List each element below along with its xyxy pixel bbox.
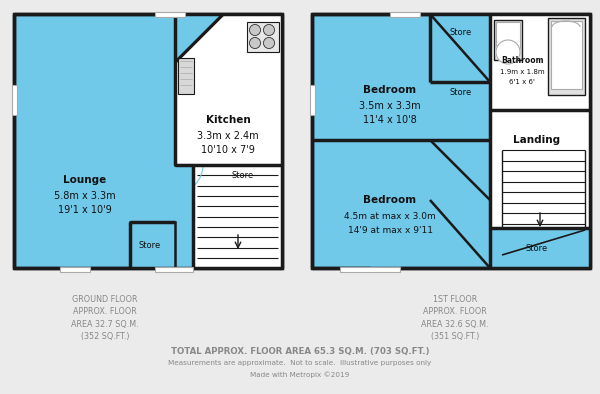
Bar [193,165,282,268]
Text: Store: Store [450,28,472,37]
Text: Measurements are approximate.  Not to scale.  Illustrative purposes only: Measurements are approximate. Not to sca… [169,360,431,366]
Bar [494,20,522,60]
Circle shape [263,37,275,48]
Text: 19'1 x 10'9: 19'1 x 10'9 [58,205,112,215]
Text: 6'1 x 6': 6'1 x 6' [509,79,535,85]
Polygon shape [130,222,175,268]
Text: 5.8m x 3.3m: 5.8m x 3.3m [54,191,116,201]
Bar [12,85,17,115]
Text: Bedroom: Bedroom [364,195,416,205]
Text: Store: Store [526,243,548,253]
Bar [548,18,585,95]
Text: 11'4 x 10'8: 11'4 x 10'8 [363,115,417,125]
Text: Bedroom: Bedroom [364,85,416,95]
Bar [155,267,193,272]
Text: GROUND FLOOR
APPROX. FLOOR
AREA 32.7 SQ.M.
(352 SQ.FT.): GROUND FLOOR APPROX. FLOOR AREA 32.7 SQ.… [71,295,139,342]
Bar [60,267,90,272]
Text: Store: Store [450,87,472,97]
Text: 3.5m x 3.3m: 3.5m x 3.3m [359,101,421,111]
Circle shape [250,37,260,48]
Bar [551,21,582,89]
Bar [175,14,282,165]
Bar [247,22,279,52]
Bar [490,228,590,268]
Text: TOTAL APPROX. FLOOR AREA 65.3 SQ.M. (703 SQ.FT.): TOTAL APPROX. FLOOR AREA 65.3 SQ.M. (703… [171,347,429,356]
Bar [155,12,185,17]
Circle shape [263,24,275,35]
Bar [310,85,315,115]
Bar [390,12,420,17]
Text: Lounge: Lounge [64,175,107,185]
Circle shape [250,24,260,35]
Text: 4.5m at max x 3.0m: 4.5m at max x 3.0m [344,212,436,221]
Polygon shape [430,14,490,50]
Bar [178,58,194,94]
Text: 1ST FLOOR
APPROX. FLOOR
AREA 32.6 SQ.M.
(351 SQ.FT.): 1ST FLOOR APPROX. FLOOR AREA 32.6 SQ.M. … [421,295,489,342]
Text: Kitchen: Kitchen [206,115,250,125]
Text: 10'10 x 7'9: 10'10 x 7'9 [201,145,255,155]
Bar [340,267,400,272]
Bar [312,14,590,268]
Text: 14'9 at max x 9'11: 14'9 at max x 9'11 [347,225,433,234]
Bar [14,14,282,268]
Bar [490,110,590,268]
Text: 1.9m x 1.8m: 1.9m x 1.8m [500,69,544,75]
Polygon shape [430,14,490,82]
Text: Landing: Landing [514,135,560,145]
Text: Bathroom: Bathroom [501,56,543,65]
Circle shape [496,40,520,64]
Bar [490,14,590,110]
Bar [496,22,520,54]
Text: 3.3m x 2.4m: 3.3m x 2.4m [197,131,259,141]
Polygon shape [175,14,223,62]
Text: Made with Metropix ©2019: Made with Metropix ©2019 [250,371,350,378]
Polygon shape [175,14,282,165]
Text: Store: Store [232,171,254,180]
Text: Store: Store [139,240,161,249]
